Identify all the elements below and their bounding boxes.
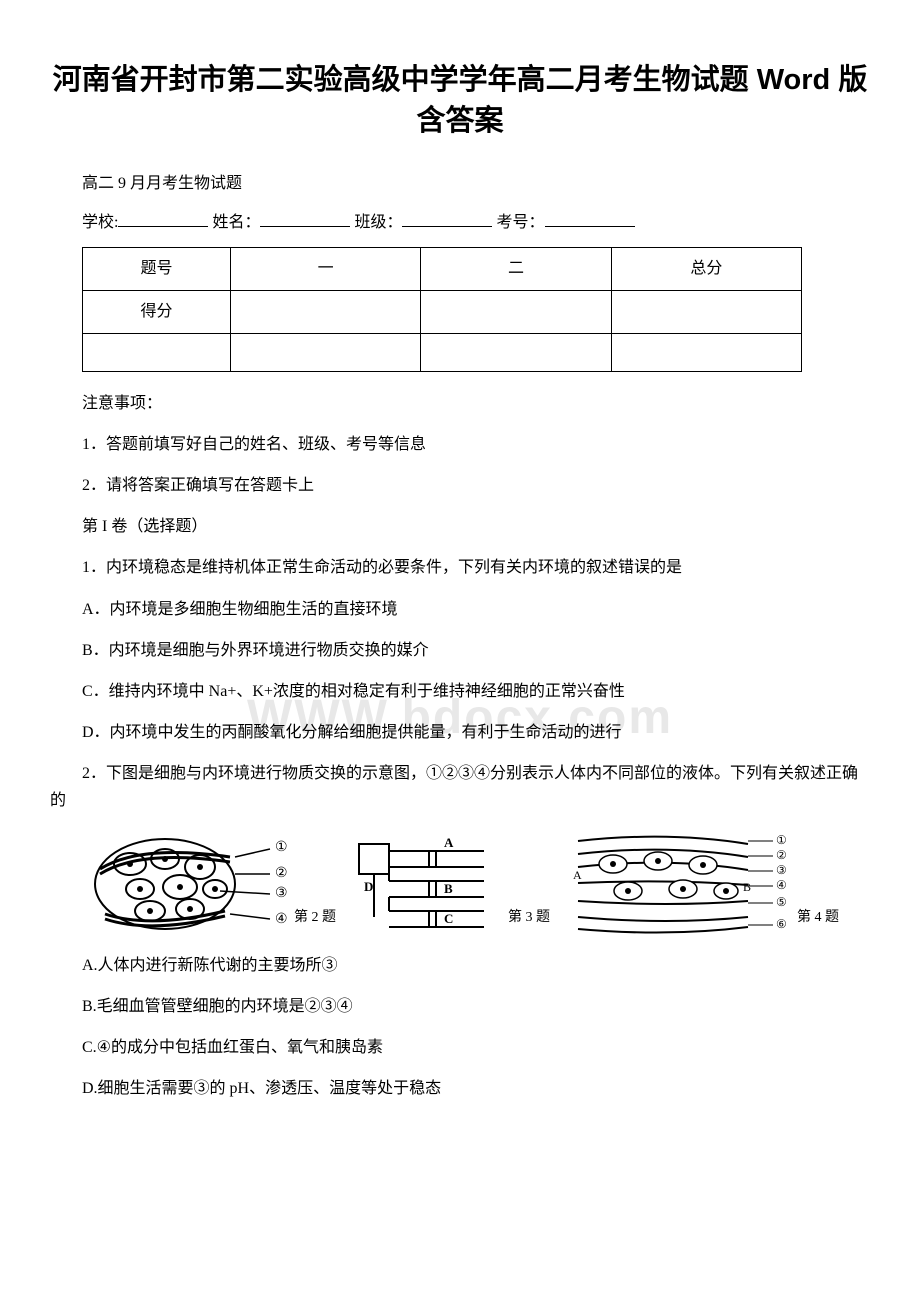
svg-text:A: A — [573, 868, 582, 882]
q1-option-a: A．内环境是多细胞生物细胞生活的直接环境 — [50, 596, 870, 623]
svg-text:②: ② — [776, 848, 787, 862]
header-cell: 题号 — [83, 248, 231, 291]
q1-option-c: C．维持内环境中 Na+、K+浓度的相对稳定有利于维持神经细胞的正常兴奋性 — [50, 678, 870, 705]
document-title: 河南省开封市第二实验高级中学学年高二月考生物试题 Word 版含答案 — [50, 60, 870, 141]
score-cell — [231, 290, 421, 333]
header-cell: 总分 — [611, 248, 801, 291]
name-label: 姓名： — [212, 214, 260, 231]
svg-text:C: C — [444, 911, 453, 926]
diagram-3-block: A D B C 第 3 题 — [354, 829, 560, 934]
svg-text:④: ④ — [275, 912, 288, 927]
svg-text:D: D — [364, 879, 373, 894]
score-cell — [421, 333, 611, 371]
score-cell — [83, 333, 231, 371]
name-blank — [260, 209, 350, 227]
table-row — [83, 333, 802, 371]
svg-text:①: ① — [776, 833, 787, 847]
score-cell — [611, 290, 801, 333]
class-blank — [402, 209, 492, 227]
class-label: 班级： — [354, 214, 402, 231]
svg-text:③: ③ — [776, 863, 787, 877]
school-blank — [118, 209, 208, 227]
svg-text:⑤: ⑤ — [776, 895, 787, 909]
score-cell — [611, 333, 801, 371]
svg-text:③: ③ — [275, 886, 288, 901]
score-label-cell: 得分 — [83, 290, 231, 333]
diagram-2-label: 第 2 题 — [294, 907, 336, 933]
header-cell: 一 — [231, 248, 421, 291]
notes-heading: 注意事项： — [50, 390, 870, 417]
q2-stem: 2．下图是细胞与内环境进行物质交换的示意图，①②③④分别表示人体内不同部位的液体… — [50, 760, 870, 814]
examid-label: 考号： — [496, 214, 544, 231]
svg-text:④: ④ — [776, 878, 787, 892]
svg-text:A: A — [444, 835, 454, 850]
score-cell — [231, 333, 421, 371]
section-1-heading: 第 I 卷（选择题） — [50, 513, 870, 540]
score-table: 题号 一 二 总分 得分 — [82, 247, 802, 371]
subtitle: 高二 9 月月考生物试题 — [50, 171, 870, 197]
diagram-3-label: 第 3 题 — [508, 907, 550, 933]
diagram-4-svg: A B ① ② ③ ④ ⑤ ⑥ — [568, 829, 793, 934]
diagram-4-block: A B ① ② ③ ④ ⑤ ⑥ 第 4 题 — [568, 829, 849, 934]
q2-option-c: C.④的成分中包括血红蛋白、氧气和胰岛素 — [50, 1034, 870, 1061]
svg-text:B: B — [743, 880, 751, 894]
note-2: 2．请将答案正确填写在答题卡上 — [50, 472, 870, 499]
table-row: 题号 一 二 总分 — [83, 248, 802, 291]
diagram-2-svg: ① ② ③ ④ — [90, 829, 290, 934]
svg-text:①: ① — [275, 840, 288, 855]
q2-option-a: A.人体内进行新陈代谢的主要场所③ — [50, 952, 870, 979]
q2-option-b: B.毛细血管管壁细胞的内环境是②③④ — [50, 993, 870, 1020]
note-1: 1．答题前填写好自己的姓名、班级、考号等信息 — [50, 431, 870, 458]
q1-option-d: D．内环境中发生的丙酮酸氧化分解给细胞提供能量，有利于生命活动的进行 — [50, 719, 870, 746]
q1-stem: 1．内环境稳态是维持机体正常生命活动的必要条件，下列有关内环境的叙述错误的是 — [50, 554, 870, 581]
school-label: 学校: — [82, 214, 118, 231]
form-line: 学校: 姓名： 班级： 考号： — [50, 209, 870, 236]
diagram-2-block: ① ② ③ ④ 第 2 题 — [90, 829, 346, 934]
table-row: 得分 — [83, 290, 802, 333]
diagram-4-label: 第 4 题 — [797, 907, 839, 933]
svg-text:B: B — [444, 881, 453, 896]
diagram-3-svg: A D B C — [354, 829, 504, 934]
svg-text:⑥: ⑥ — [776, 917, 787, 931]
q2-option-d: D.细胞生活需要③的 pH、渗透压、温度等处于稳态 — [50, 1075, 870, 1102]
score-cell — [421, 290, 611, 333]
diagram-row: ① ② ③ ④ 第 2 题 — [90, 829, 870, 934]
examid-blank — [545, 209, 635, 227]
header-cell: 二 — [421, 248, 611, 291]
svg-text:②: ② — [275, 866, 288, 881]
q1-option-b: B．内环境是细胞与外界环境进行物质交换的媒介 — [50, 637, 870, 664]
